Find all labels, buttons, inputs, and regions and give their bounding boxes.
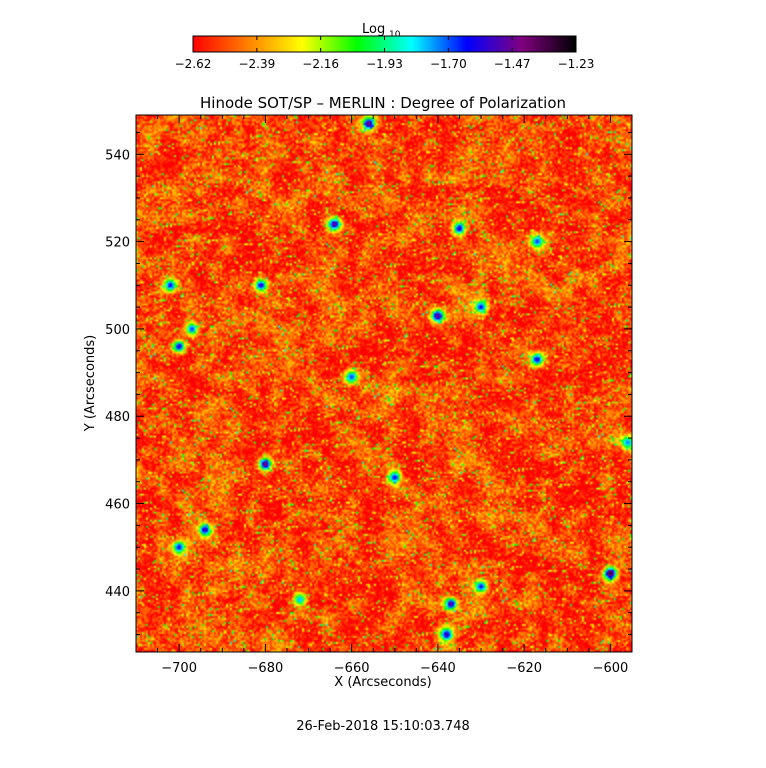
colorbar-ticks: −2.62 −2.39 −2.16 −1.93 −1.70 −1.47 −1.23	[175, 36, 595, 71]
colorbar-tick-label: −1.23	[558, 57, 595, 71]
x-tick-label: −660	[334, 661, 370, 676]
colorbar-tick-label: −1.93	[366, 57, 403, 71]
colorbar-label: Log	[362, 22, 385, 37]
x-tick-label: −600	[593, 661, 629, 676]
chart-title: Hinode SOT/SP – MERLIN : Degree of Polar…	[200, 94, 566, 112]
y-tick-label: 500	[105, 323, 130, 338]
x-tick-label: −620	[506, 661, 542, 676]
plot-frame	[135, 114, 633, 653]
colorbar-tick-label: −1.47	[494, 57, 531, 71]
y-axis-label: Y (Arcseconds)	[83, 335, 98, 432]
y-axis: 440 460 480 500 520 540	[105, 131, 632, 636]
y-tick-label: 540	[105, 148, 130, 163]
x-tick-label: −680	[248, 661, 284, 676]
colorbar-tick-label: −2.62	[175, 57, 212, 71]
colorbar-label-subscript: 10	[389, 30, 401, 40]
y-tick-label: 460	[105, 498, 130, 513]
y-tick-label: 480	[105, 410, 130, 425]
colorbar: Log 10 −2.62 −2.39 −2.16 −1.93 −1.70 −1.47 −1.…	[175, 22, 595, 71]
x-tick-label: −640	[420, 661, 456, 676]
x-tick-label: −700	[161, 661, 197, 676]
y-tick-label: 520	[105, 236, 130, 251]
x-axis: −700 −680 −660 −640 −620 −600	[135, 115, 633, 676]
timestamp: 26-Feb-2018 15:10:03.748	[296, 719, 470, 734]
y-tick-label: 440	[105, 585, 130, 600]
heatmap-image	[136, 115, 632, 652]
plot-area	[135, 114, 633, 653]
colorbar-tick-label: −1.70	[430, 57, 467, 71]
x-axis-label: X (Arcseconds)	[334, 675, 431, 690]
colorbar-tick-label: −2.16	[302, 57, 339, 71]
colorbar-tick-label: −2.39	[238, 57, 275, 71]
